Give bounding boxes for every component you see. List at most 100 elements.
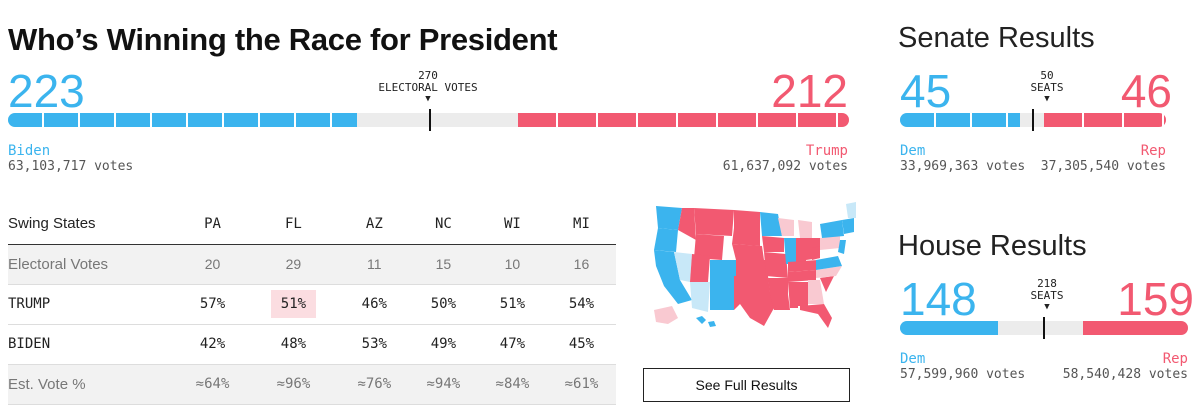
map-state-nd — [734, 210, 760, 228]
house-rep-bar-segment — [1083, 321, 1188, 335]
table-cell: 47% — [477, 324, 547, 365]
map-state-nj — [838, 240, 846, 254]
swing-states-header: Swing States — [8, 204, 178, 245]
state-header-pa: PA — [178, 204, 248, 245]
map-state-hi — [696, 316, 706, 324]
electoral-vote-bar — [8, 113, 849, 127]
map-state-il — [784, 238, 796, 264]
map-state-ms — [788, 282, 798, 308]
senate-threshold-number: 50 — [1040, 69, 1054, 82]
biden-electoral-count: 223 — [8, 65, 85, 117]
map-state-al — [798, 282, 808, 306]
electoral-threshold-number: 270 — [418, 69, 438, 82]
senate-rep-label: Rep — [1140, 143, 1166, 159]
table-cell: ≈76% — [339, 364, 409, 405]
page-title: Who’s Winning the Race for President — [8, 22, 558, 57]
map-state-ak — [654, 306, 678, 324]
table-cell: 10 — [477, 244, 547, 285]
map-state-ia — [762, 236, 784, 252]
table-cell: 57% — [178, 284, 248, 325]
est-vote-row-label: Est. Vote % — [8, 364, 178, 405]
map-state-wi — [778, 218, 794, 236]
map-state-fl — [800, 304, 832, 328]
map-state-mi — [798, 220, 812, 238]
table-row: TRUMP 57% 51% 46% 50% 51% 54% — [8, 284, 616, 325]
senate-rep-votes: 37,305,540 votes — [1040, 159, 1166, 174]
house-threshold-number: 218 — [1037, 277, 1057, 290]
biden-bar-segment — [8, 113, 357, 127]
house-rep-count: 159 — [1117, 273, 1194, 325]
biden-row-label: BIDEN — [8, 324, 178, 365]
senate-rep-bar-segment — [1044, 113, 1166, 127]
trump-electoral-count: 212 — [771, 65, 848, 117]
map-state-wa — [656, 206, 682, 230]
swing-states-table: Swing States PA FL AZ NC WI MI Electoral… — [8, 204, 616, 405]
trump-bar-segment — [518, 113, 849, 127]
map-state-la — [770, 294, 790, 310]
map-state-wv — [812, 246, 820, 260]
highlighted-value: 51% — [270, 290, 317, 318]
house-threshold-unit: SEATS — [1030, 289, 1064, 302]
map-state-ks — [736, 260, 766, 276]
map-state-va — [816, 256, 842, 270]
senate-threshold-unit: SEATS — [1030, 81, 1064, 94]
see-full-results-button[interactable]: See Full Results — [643, 368, 850, 402]
map-state-nm — [710, 284, 734, 310]
map-state-in — [796, 238, 806, 262]
trump-name: Trump — [805, 143, 848, 159]
map-state-co — [710, 260, 736, 284]
table-cell: 16 — [546, 244, 616, 285]
state-header-mi: MI — [546, 204, 616, 245]
table-cell: 48% — [247, 324, 340, 365]
senate-dem-label: Dem — [900, 143, 926, 159]
table-cell: 53% — [339, 324, 409, 365]
trump-popular-votes: 61,637,092 votes — [722, 159, 848, 174]
table-cell: 15 — [408, 244, 478, 285]
house-rep-votes: 58,540,428 votes — [1062, 367, 1188, 382]
map-state-sd — [732, 228, 760, 246]
table-cell: ≈84% — [477, 364, 547, 405]
map-state-mt — [694, 208, 734, 236]
house-dem-label: Dem — [900, 351, 926, 367]
house-threshold-marker — [1043, 317, 1045, 339]
electoral-threshold-unit: ELECTORAL VOTES — [378, 81, 478, 94]
map-state-id — [678, 208, 696, 240]
senate-threshold-label: 50 SEATS ▼ — [1012, 69, 1082, 105]
house-dem-votes: 57,599,960 votes — [900, 367, 1026, 382]
table-cell: 29 — [247, 244, 340, 285]
us-map-states — [654, 202, 856, 328]
map-state-ne — [732, 244, 764, 260]
map-state-tx — [734, 284, 774, 326]
map-state-mo — [764, 252, 788, 278]
table-row: Est. Vote % ≈64% ≈96% ≈76% ≈94% ≈84% ≈61… — [8, 364, 616, 405]
table-cell: 49% — [408, 324, 478, 365]
house-title: House Results — [898, 230, 1087, 262]
house-threshold-label: 218 SEATS ▼ — [1012, 277, 1082, 313]
threshold-arrow-icon: ▼ — [1044, 94, 1050, 104]
map-state-wy — [694, 234, 724, 260]
biden-name: Biden — [8, 143, 51, 159]
senate-dem-count: 45 — [900, 65, 952, 117]
map-state-az — [690, 282, 710, 312]
map-state-sc — [820, 276, 834, 292]
map-state-tn — [788, 270, 816, 282]
table-cell: 50% — [408, 284, 478, 325]
threshold-arrow-icon: ▼ — [425, 94, 431, 104]
house-dem-bar-segment — [900, 321, 998, 335]
us-results-map[interactable] — [648, 200, 858, 330]
state-header-fl: FL — [247, 204, 340, 245]
senate-rep-count: 46 — [1120, 65, 1172, 117]
map-state-ar — [768, 278, 788, 294]
table-cell: ≈94% — [408, 364, 478, 405]
electoral-votes-row-label: Electoral Votes — [8, 244, 178, 285]
table-cell: 51% — [477, 284, 547, 325]
table-cell: 45% — [546, 324, 616, 365]
map-state-ut — [690, 254, 710, 282]
table-cell: ≈96% — [247, 364, 340, 405]
map-state-pa — [820, 236, 840, 250]
map-state-hi-2 — [708, 321, 716, 327]
map-state-mn — [760, 212, 782, 236]
house-dem-count: 148 — [900, 273, 977, 325]
map-state-ga — [808, 280, 824, 304]
map-state-ny — [820, 220, 844, 238]
